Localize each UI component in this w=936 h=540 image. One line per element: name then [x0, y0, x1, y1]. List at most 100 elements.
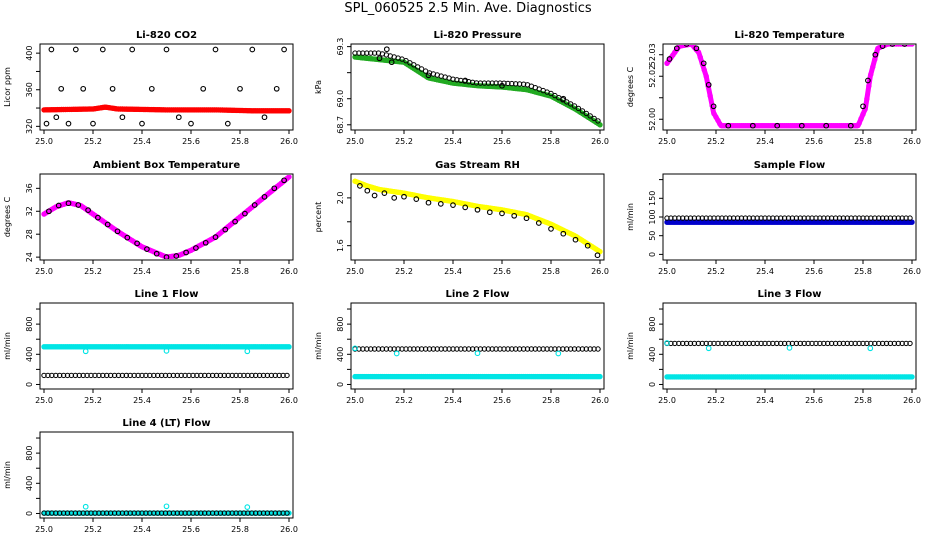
data-point	[104, 344, 110, 350]
y-tick-label: 100	[648, 209, 657, 224]
data-point	[94, 344, 100, 350]
data-point	[46, 208, 52, 215]
data-point	[778, 340, 784, 347]
data-point	[889, 219, 896, 225]
plot-title: Line 1 Flow	[135, 289, 199, 300]
data-point	[164, 107, 171, 113]
x-tick-label: 25.6	[182, 137, 200, 146]
data-point	[668, 215, 674, 221]
x-tick-label: 25.6	[805, 267, 823, 276]
data-point	[548, 226, 554, 232]
data-point	[555, 350, 562, 357]
y-tick-label: 400	[25, 46, 34, 61]
y-tick-label: 24	[25, 252, 34, 262]
data-point	[887, 45, 893, 47]
panel-temperature: Li-820 Temperature degrees C 25.0 25.2 25.4 2…	[626, 30, 921, 146]
data-point	[221, 372, 228, 379]
data-point	[45, 344, 51, 350]
plot-frame	[350, 173, 605, 261]
series-layer	[352, 178, 603, 259]
data-point	[703, 340, 709, 347]
data-point	[891, 374, 898, 380]
data-point	[371, 192, 378, 199]
data-point	[866, 374, 872, 380]
data-point	[499, 82, 505, 89]
data-point	[190, 372, 196, 379]
plot-frame	[350, 43, 605, 131]
data-point	[376, 55, 383, 62]
data-point	[727, 340, 733, 347]
data-point	[237, 510, 243, 516]
data-point	[233, 372, 239, 379]
data-point	[281, 177, 287, 184]
data-point	[65, 120, 72, 127]
data-point	[695, 340, 702, 347]
data-point	[209, 510, 216, 516]
data-point	[595, 118, 601, 124]
data-point	[827, 374, 833, 380]
data-point	[141, 510, 147, 516]
x-tick-label: 25.6	[493, 267, 511, 276]
panel-sample_flow: Sample Flow ml/min 25.0 25.2 25.4 25.6 25.8 26.…	[626, 160, 921, 276]
data-point	[211, 344, 218, 350]
data-point	[842, 374, 849, 380]
data-point	[261, 194, 268, 200]
data-point	[874, 374, 880, 380]
x-tick-label: 25.4	[133, 137, 151, 146]
y-tick-label: 0	[648, 252, 657, 257]
data-point	[182, 344, 188, 350]
series-band	[352, 54, 603, 128]
series-layer	[41, 175, 292, 259]
x-tick-label: 26.0	[903, 396, 921, 405]
data-point	[82, 348, 89, 355]
data-point	[99, 46, 106, 53]
data-point	[742, 340, 749, 347]
data-point	[84, 510, 90, 516]
data-point	[909, 45, 915, 47]
data-point	[160, 510, 167, 516]
data-point	[174, 372, 181, 379]
data-point	[261, 114, 268, 121]
data-point	[55, 202, 62, 209]
data-point	[817, 340, 823, 347]
data-point	[885, 45, 892, 47]
data-point	[801, 215, 807, 221]
data-point	[415, 64, 421, 70]
data-point	[801, 123, 807, 129]
x-tick-label: 25.0	[35, 137, 53, 146]
data-point	[94, 510, 100, 516]
x-tick-label: 25.2	[707, 137, 725, 146]
panel-line4: Line 4 (LT) Flow ml/min 25.0 25.2 25.4 25.6 25…	[3, 418, 298, 534]
data-point	[840, 374, 847, 380]
data-point	[100, 510, 106, 516]
data-point	[727, 215, 733, 221]
plot-frame	[662, 43, 917, 131]
x-tick-label: 25.4	[133, 267, 151, 276]
data-point	[242, 210, 248, 217]
data-point	[876, 374, 882, 380]
data-point	[786, 345, 793, 351]
data-point	[678, 374, 684, 380]
x-tick-label: 25.8	[231, 137, 249, 146]
x-tick-label: 25.8	[854, 267, 872, 276]
data-point	[840, 215, 847, 221]
data-point	[717, 374, 723, 380]
data-point	[388, 59, 395, 66]
data-point	[284, 344, 290, 350]
data-point	[899, 45, 905, 47]
data-point	[207, 344, 214, 350]
data-point	[907, 340, 913, 347]
data-point	[76, 344, 83, 350]
data-point	[817, 215, 823, 221]
y-tick-label: 69.0	[336, 90, 345, 108]
data-point	[680, 374, 686, 380]
data-point	[719, 123, 725, 129]
data-point	[96, 510, 102, 516]
data-point	[899, 215, 905, 221]
data-point	[742, 374, 749, 380]
data-point	[80, 85, 87, 92]
data-point	[119, 510, 126, 516]
data-point	[190, 344, 196, 350]
y-tick-label: 52.03	[648, 43, 657, 66]
data-point	[64, 344, 71, 350]
